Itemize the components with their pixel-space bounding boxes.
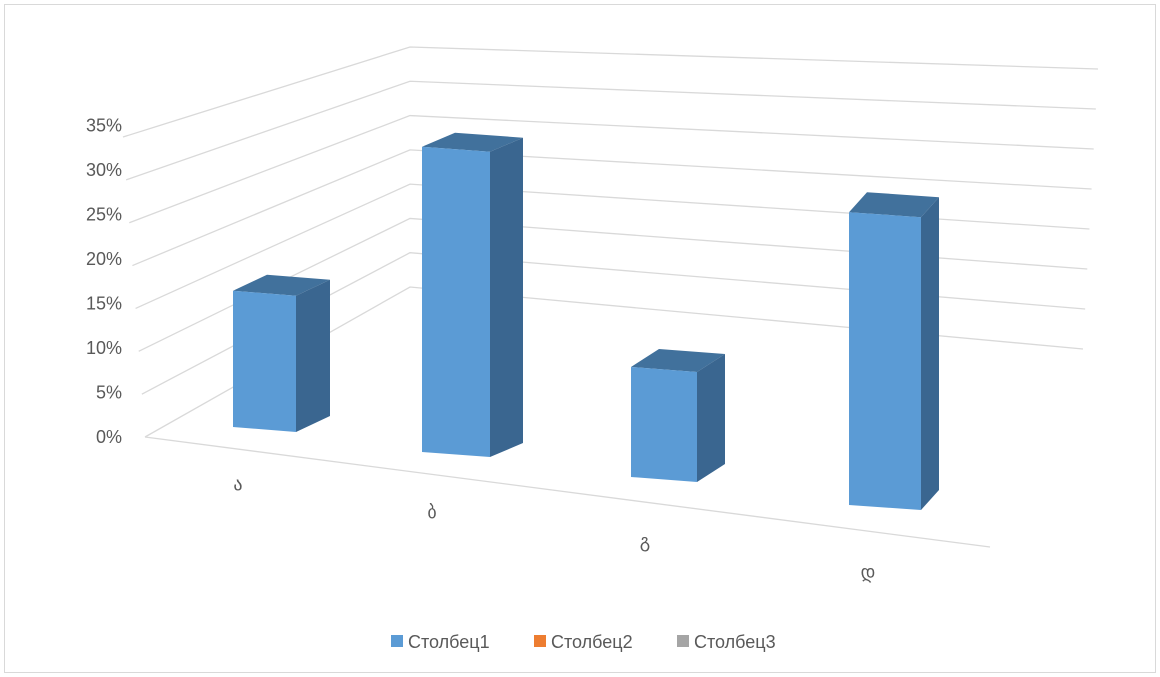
bar-side-face bbox=[490, 137, 523, 457]
x-axis-line bbox=[144, 436, 991, 548]
bar bbox=[233, 274, 330, 432]
x-axis-categories: ა ბ გ დ bbox=[233, 474, 875, 583]
bar-top-face bbox=[849, 192, 939, 218]
y-axis-ticks: 0% 5% 10% 15% 20% 25% 30% 35% bbox=[86, 116, 122, 448]
bar-side-face bbox=[697, 354, 725, 482]
y-tick-label: 30% bbox=[86, 160, 122, 180]
x-category-label: ბ bbox=[427, 502, 436, 523]
gridline bbox=[122, 46, 1099, 138]
gridline bbox=[129, 114, 1094, 224]
legend-swatch-series2 bbox=[534, 635, 546, 647]
axes bbox=[144, 436, 991, 548]
bar-top-face bbox=[422, 132, 523, 152]
gridline bbox=[132, 149, 1092, 267]
bar-side-face bbox=[296, 279, 330, 432]
gridline bbox=[125, 80, 1096, 181]
bars bbox=[233, 132, 939, 510]
legend-swatch-series3 bbox=[677, 635, 689, 647]
y-tick-label: 5% bbox=[96, 383, 122, 403]
legend-swatch-series1 bbox=[391, 635, 403, 647]
bar-top-face bbox=[631, 349, 725, 372]
y-tick-label: 35% bbox=[86, 116, 122, 136]
legend: Столбец1 Столбец2 Столбец3 bbox=[391, 632, 776, 652]
y-tick-label: 15% bbox=[86, 294, 122, 314]
bar-front-face bbox=[233, 290, 296, 432]
x-category-label: გ bbox=[640, 531, 650, 552]
bar-top-face bbox=[233, 274, 330, 296]
legend-label: Столбец3 bbox=[694, 632, 776, 652]
bar bbox=[422, 132, 523, 457]
bar-side-face bbox=[921, 197, 939, 510]
y-tick-label: 25% bbox=[86, 205, 122, 225]
bar bbox=[849, 192, 939, 510]
legend-label: Столбец2 bbox=[551, 632, 633, 652]
y-tick-label: 0% bbox=[96, 427, 122, 447]
bar-front-face bbox=[631, 367, 697, 482]
bar-front-face bbox=[849, 212, 921, 510]
x-category-label: დ bbox=[861, 562, 876, 583]
y-tick-label: 10% bbox=[86, 338, 122, 358]
y-tick-label: 20% bbox=[86, 249, 122, 269]
bar bbox=[631, 349, 725, 482]
x-category-label: ა bbox=[233, 474, 242, 495]
bar-front-face bbox=[422, 146, 490, 457]
legend-label: Столбец1 bbox=[408, 632, 490, 652]
